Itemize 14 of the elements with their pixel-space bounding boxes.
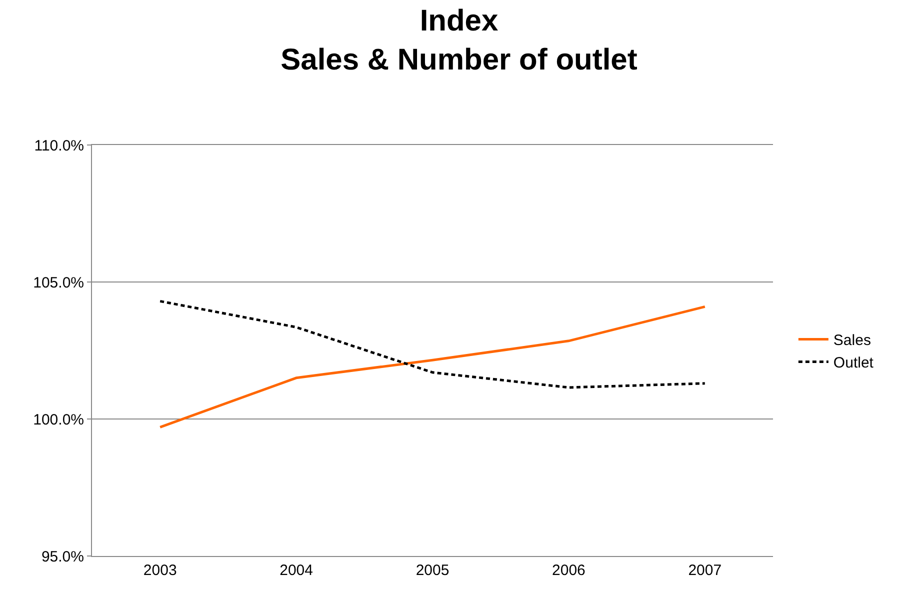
chart-title: Index Sales & Number of outlet — [280, 4, 638, 76]
y-tick-label: 105.0% — [33, 274, 84, 292]
x-tick-label: 2007 — [688, 562, 722, 579]
y-tick-label: 110.0% — [34, 137, 84, 154]
legend-label: Outlet — [833, 354, 874, 372]
x-tick-label: 2005 — [416, 562, 450, 579]
y-tick-label: 95.0% — [41, 548, 84, 566]
line-series — [158, 300, 706, 389]
x-tick-label: 2004 — [280, 562, 313, 579]
legend-label: Sales — [833, 332, 871, 350]
x-tick-label: 2006 — [552, 562, 586, 579]
y-tick-label: 100.0% — [33, 411, 84, 428]
x-tick-label: 2003 — [143, 562, 177, 579]
line-series — [158, 305, 706, 428]
